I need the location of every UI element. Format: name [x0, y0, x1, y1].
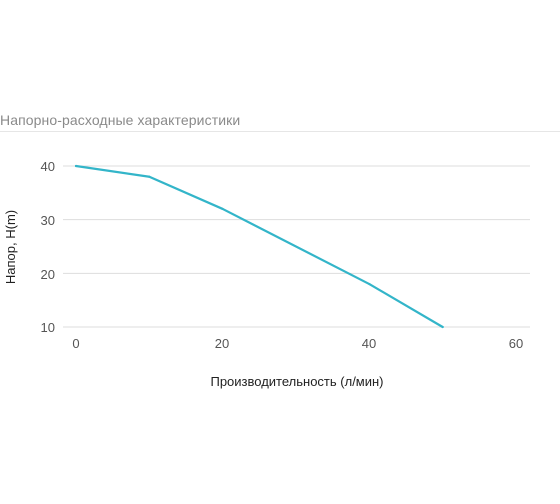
title-divider: [0, 131, 560, 132]
data-point: [74, 164, 78, 168]
x-tick-label: 20: [215, 336, 229, 351]
y-tick-label: 20: [41, 267, 55, 282]
data-point: [148, 175, 151, 178]
data-point: [221, 207, 224, 211]
x-tick-label: 40: [362, 336, 376, 351]
x-tick-label: 0: [72, 336, 79, 351]
x-axis-label: Производительность (л/мин): [210, 374, 383, 389]
x-tick-label: 60: [509, 336, 523, 351]
chart-panel-title: Напорно-расходные характеристики: [0, 112, 241, 128]
y-tick-label: 40: [41, 159, 55, 174]
series-layer: [74, 164, 444, 329]
y-tick-labels: 40 30 20 10: [41, 159, 55, 335]
y-tick-label: 30: [41, 213, 55, 228]
y-tick-label: 10: [41, 320, 55, 335]
y-gridlines: [63, 165, 530, 328]
series-line: [74, 164, 444, 329]
data-point: [368, 282, 371, 286]
x-tick-labels: 0 20 40 60: [72, 336, 523, 351]
y-axis-label: Напор, H(m): [3, 210, 18, 284]
data-point: [441, 325, 444, 329]
